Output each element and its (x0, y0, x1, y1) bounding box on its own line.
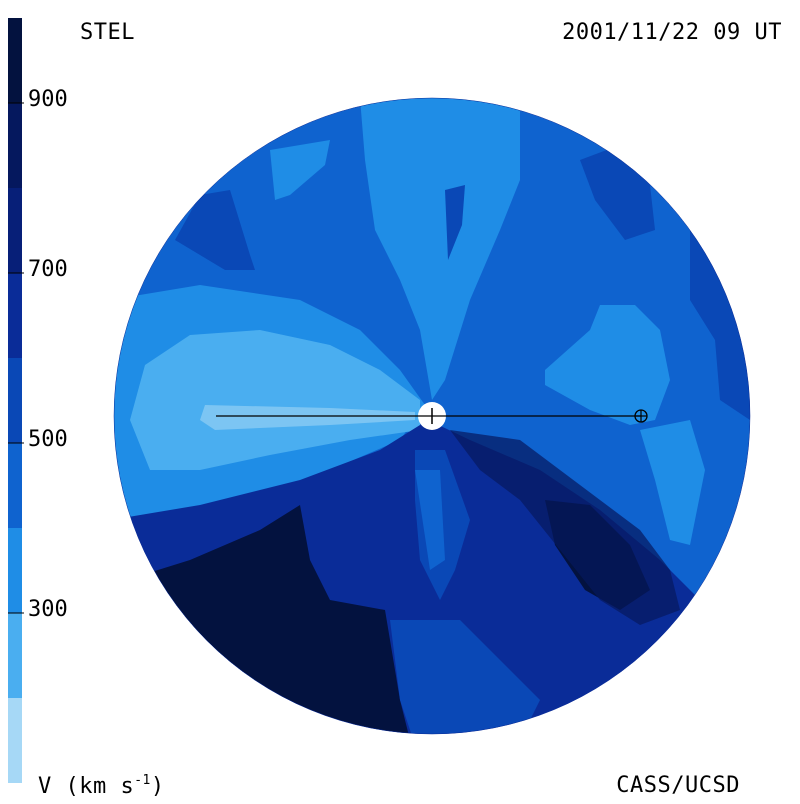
region-top-dark-sliver (445, 185, 465, 260)
region-lower-center-ridge (415, 470, 445, 570)
colorbar-level-8 (8, 18, 22, 103)
datetime-label: 2001/11/22 09 UT (562, 20, 782, 45)
unit-label: V (km s-1) (38, 773, 165, 799)
instrument-label: STEL (80, 20, 135, 45)
colorbar-level-5 (8, 273, 22, 358)
colorbar (8, 18, 24, 783)
colorbar-tick-label: 900 (28, 87, 68, 112)
colorbar-tick-label: 700 (28, 257, 68, 282)
colorbar-level-4 (8, 358, 22, 443)
disk-outline (113, 97, 751, 735)
region-upper-left-dark (175, 190, 255, 270)
region-lower-right-dark (450, 430, 680, 625)
colorbar-level-1 (8, 613, 22, 698)
region-right-light (545, 305, 670, 425)
region-top (360, 98, 520, 400)
velocity-disk (114, 98, 750, 734)
colorbar-level-3 (8, 443, 22, 528)
region-bottom-center (390, 620, 540, 734)
region-left-streak (200, 405, 415, 430)
region-right-edge-mid (640, 420, 705, 545)
organization-label: CASS/UCSD (616, 773, 740, 798)
colorbar-level-7 (8, 103, 22, 188)
region-upper-left-patch (270, 140, 330, 200)
colorbar-level-0 (8, 698, 22, 783)
earth-icon (634, 409, 648, 423)
region-left-lightest (130, 330, 420, 470)
colorbar-tick-label: 500 (28, 427, 68, 452)
colorbar-level-6 (8, 188, 22, 273)
colorbar-tick-label: 300 (28, 597, 68, 622)
colorbar-level-2 (8, 528, 22, 613)
